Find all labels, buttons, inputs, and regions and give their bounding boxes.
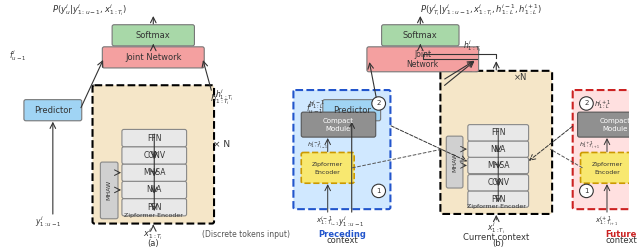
Text: 1: 1 — [584, 188, 589, 194]
Text: $y^i_{1:u-1}$: $y^i_{1:u-1}$ — [35, 214, 61, 229]
Text: ×N: ×N — [514, 73, 527, 82]
FancyBboxPatch shape — [468, 191, 529, 207]
Text: context: context — [326, 236, 358, 245]
Text: (Discrete tokens input): (Discrete tokens input) — [202, 230, 291, 238]
FancyBboxPatch shape — [122, 147, 187, 164]
Text: $h^i_{1:T_i}$: $h^i_{1:T_i}$ — [210, 91, 230, 107]
FancyBboxPatch shape — [301, 152, 354, 183]
Text: Encoder: Encoder — [594, 170, 620, 175]
FancyBboxPatch shape — [122, 130, 187, 147]
Text: $x^{i-1}_{1:T_{i-1}}$: $x^{i-1}_{1:T_{i-1}}$ — [316, 214, 339, 229]
FancyBboxPatch shape — [381, 25, 459, 46]
FancyBboxPatch shape — [102, 47, 204, 68]
Text: Softmax: Softmax — [136, 31, 171, 40]
Text: MHSA: MHSA — [143, 168, 166, 177]
Text: Preceding: Preceding — [318, 230, 366, 238]
Text: Zipformer: Zipformer — [591, 162, 623, 166]
FancyBboxPatch shape — [580, 152, 634, 183]
Text: Joint
Network: Joint Network — [406, 50, 439, 69]
Text: (a): (a) — [147, 239, 159, 248]
Text: FFN: FFN — [491, 128, 506, 137]
FancyBboxPatch shape — [577, 112, 640, 137]
Circle shape — [372, 97, 385, 110]
Text: $y^i_{1:u-1}$: $y^i_{1:u-1}$ — [339, 214, 365, 229]
FancyBboxPatch shape — [468, 141, 529, 157]
FancyBboxPatch shape — [573, 90, 640, 209]
Text: Compact: Compact — [323, 118, 354, 124]
FancyBboxPatch shape — [323, 100, 381, 121]
Text: $x^{i+1}_{1:T_{i+1}}$: $x^{i+1}_{1:T_{i+1}}$ — [595, 214, 618, 229]
Text: Softmax: Softmax — [403, 31, 438, 40]
Text: × N: × N — [213, 140, 230, 149]
FancyBboxPatch shape — [468, 174, 529, 191]
Text: $h^{i-1}_{1:T_{i-1}}$: $h^{i-1}_{1:T_{i-1}}$ — [307, 139, 327, 150]
Text: FFN: FFN — [147, 203, 161, 212]
Text: FFN: FFN — [147, 134, 161, 142]
FancyBboxPatch shape — [122, 164, 187, 181]
FancyBboxPatch shape — [468, 157, 529, 174]
Text: Compact: Compact — [599, 118, 630, 124]
FancyBboxPatch shape — [122, 198, 187, 216]
FancyBboxPatch shape — [367, 47, 479, 72]
Text: $h^i_{1:T_i}$: $h^i_{1:T_i}$ — [214, 87, 233, 103]
Text: 2: 2 — [584, 100, 589, 106]
FancyBboxPatch shape — [100, 162, 118, 219]
Text: $x^i_{1:T_i}$: $x^i_{1:T_i}$ — [143, 226, 163, 242]
Text: Predictor: Predictor — [34, 106, 72, 115]
FancyBboxPatch shape — [301, 112, 376, 137]
Text: $P(y^i_u|y^i_{1:u-1}, x^i_{1:T_i})$: $P(y^i_u|y^i_{1:u-1}, x^i_{1:T_i})$ — [52, 2, 127, 18]
Text: $h^{i-1}_{1:L}$: $h^{i-1}_{1:L}$ — [308, 99, 325, 112]
Text: $f^i_{u-1}$: $f^i_{u-1}$ — [306, 101, 324, 116]
Circle shape — [372, 184, 385, 198]
Text: NLA: NLA — [490, 144, 506, 154]
Text: Zipformer: Zipformer — [312, 162, 343, 166]
Text: Zipformer Encoder: Zipformer Encoder — [467, 204, 525, 209]
Text: $x^i_{1:T_i}$: $x^i_{1:T_i}$ — [487, 220, 506, 236]
FancyBboxPatch shape — [468, 124, 529, 141]
Text: Current context: Current context — [463, 234, 529, 242]
Text: Module: Module — [602, 126, 627, 132]
FancyBboxPatch shape — [293, 90, 390, 209]
Text: Module: Module — [326, 126, 351, 132]
Text: $h^{i+1}_{1:T_{i+1}}$: $h^{i+1}_{1:T_{i+1}}$ — [579, 139, 600, 150]
FancyBboxPatch shape — [446, 136, 463, 188]
FancyBboxPatch shape — [112, 25, 195, 46]
Text: Zipformer Encoder: Zipformer Encoder — [124, 213, 182, 218]
Text: context: context — [605, 236, 637, 245]
Text: 2: 2 — [376, 100, 381, 106]
Text: Encoder: Encoder — [315, 170, 340, 175]
Text: MHAW: MHAW — [107, 180, 112, 201]
Text: NLA: NLA — [147, 186, 162, 194]
Text: MHSA: MHSA — [487, 161, 509, 170]
FancyBboxPatch shape — [440, 71, 552, 214]
Text: $f^i_{u-1}$: $f^i_{u-1}$ — [10, 48, 27, 63]
Text: $h^i_{1:T_i}$: $h^i_{1:T_i}$ — [463, 38, 481, 54]
FancyBboxPatch shape — [122, 181, 187, 198]
Text: Future: Future — [605, 230, 637, 238]
Text: CONV: CONV — [487, 178, 509, 187]
Text: (b): (b) — [492, 239, 504, 248]
Text: Predictor: Predictor — [333, 106, 371, 115]
Text: $h^{i+1}_{1:L}$: $h^{i+1}_{1:L}$ — [594, 99, 611, 112]
Circle shape — [580, 97, 593, 110]
Text: CONV: CONV — [143, 151, 165, 160]
Text: 1: 1 — [376, 188, 381, 194]
Text: FFN: FFN — [491, 194, 506, 203]
FancyBboxPatch shape — [93, 85, 214, 223]
Text: $P(y^i_{T_i}|y^i_{1:u-1}, x^i_{1:T_i}, h^{i-1}_{1:L}, h^{i+1}_{1:L})$: $P(y^i_{T_i}|y^i_{1:u-1}, x^i_{1:T_i}, h… — [420, 2, 543, 18]
Text: MHAW: MHAW — [452, 152, 457, 172]
FancyBboxPatch shape — [24, 100, 82, 121]
Text: Joint Network: Joint Network — [125, 53, 182, 62]
Circle shape — [580, 184, 593, 198]
